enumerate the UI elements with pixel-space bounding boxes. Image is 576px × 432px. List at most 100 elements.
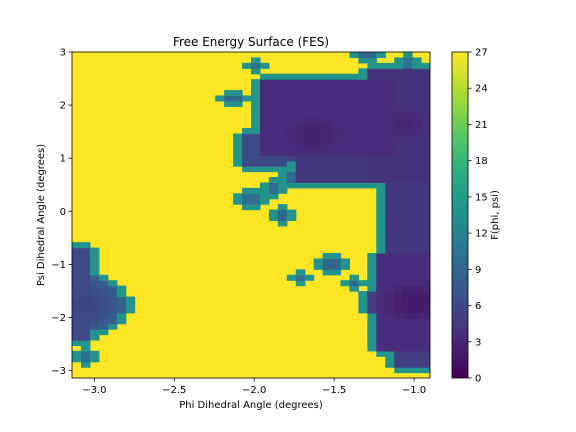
heatmap-cell: [394, 318, 404, 325]
heatmap-cell: [304, 111, 315, 118]
heatmap-cell: [89, 312, 100, 319]
heatmap-cell: [80, 296, 91, 303]
heatmap-cell: [313, 144, 324, 151]
heatmap-cell: [224, 95, 234, 102]
colorbar: 0 3 6 9 12 15 18 21 24 27 F(phi, psi): [451, 48, 501, 385]
heatmap-cell: [394, 128, 404, 135]
heatmap-cell: [394, 209, 404, 216]
heatmap-cell: [394, 215, 404, 222]
heatmap-cell: [268, 128, 279, 135]
heatmap-cell: [304, 160, 315, 167]
heatmap-cell: [349, 155, 359, 162]
heatmap-cell: [259, 198, 270, 205]
heatmap-cell: [376, 166, 386, 173]
heatmap-cell: [358, 166, 368, 173]
heatmap-cell: [421, 253, 430, 260]
heatmap-cell: [421, 361, 430, 368]
heatmap-cell: [358, 160, 368, 167]
heatmap-cell: [259, 62, 270, 69]
heatmap-cell: [421, 171, 430, 178]
heatmap-cell: [421, 367, 430, 374]
heatmap-cell: [403, 334, 413, 341]
heatmap-cell: [367, 144, 377, 151]
heatmap-cell: [107, 291, 118, 298]
heatmap-cell: [394, 155, 404, 162]
heatmap-cell: [421, 160, 430, 167]
heatmap-cell: [349, 171, 359, 178]
x-tick-label: −3.0: [82, 385, 106, 396]
heatmap-cell: [412, 345, 422, 352]
heatmap-cell: [242, 155, 252, 162]
heatmap-cell: [295, 274, 306, 281]
heatmap-cell: [421, 301, 430, 308]
heatmap-cell: [286, 138, 297, 145]
heatmap-cell: [385, 133, 395, 140]
y-tick-label: −2: [51, 313, 66, 324]
heatmap-cell: [403, 68, 413, 75]
heatmap-cell: [421, 122, 430, 129]
heatmap-cell: [259, 73, 270, 80]
heatmap-cell: [358, 84, 368, 91]
heatmap-cell: [385, 215, 395, 222]
heatmap-cell: [412, 95, 422, 102]
heatmap-cell: [421, 285, 430, 292]
heatmap-cell: [412, 160, 422, 167]
x-tick-label: −2.5: [162, 385, 186, 396]
heatmap-cell: [421, 247, 430, 254]
heatmap-cell: [295, 84, 306, 91]
heatmap-cell: [403, 209, 413, 216]
heatmap-cell: [116, 285, 127, 292]
colorbar-tick-label: 6: [475, 301, 481, 312]
heatmap-cell: [394, 111, 404, 118]
heatmap-cell: [242, 95, 252, 102]
heatmap-cell: [421, 231, 430, 238]
heatmap-cell: [367, 269, 377, 276]
heatmap-cell: [277, 171, 288, 178]
heatmap-cell: [340, 122, 351, 129]
heatmap-cell: [376, 296, 386, 303]
heatmap-cell: [385, 263, 395, 270]
heatmap-cell: [421, 117, 430, 124]
heatmap-cell: [304, 176, 315, 183]
heatmap-cell: [340, 133, 351, 140]
heatmap-cell: [376, 111, 386, 118]
heatmap-cell: [367, 263, 377, 270]
heatmap-cell: [322, 100, 333, 107]
heatmap-cell: [286, 166, 297, 173]
heatmap-cell: [403, 100, 413, 107]
heatmap-cell: [394, 269, 404, 276]
heatmap-cell: [376, 84, 386, 91]
heatmap-cell: [358, 133, 368, 140]
heatmap-cell: [313, 155, 324, 162]
heatmap-cell: [421, 312, 430, 319]
heatmap-cell: [72, 339, 82, 346]
heatmap-cell: [322, 73, 333, 80]
heatmap-cell: [286, 95, 297, 102]
heatmap-cell: [242, 204, 252, 211]
heatmap-cell: [277, 128, 288, 135]
heatmap-cell: [349, 117, 359, 124]
heatmap-cell: [313, 149, 324, 156]
heatmap-cell: [394, 301, 404, 308]
heatmap-cell: [251, 57, 261, 64]
heatmap-cell: [89, 356, 100, 363]
heatmap-cell: [80, 285, 91, 292]
heatmap-cell: [224, 90, 234, 97]
heatmap-cell: [259, 106, 270, 113]
heatmap-cell: [295, 133, 306, 140]
heatmap-cell: [412, 334, 422, 341]
heatmap-cell: [331, 155, 342, 162]
heatmap-cell: [304, 274, 315, 281]
heatmap-cell: [385, 209, 395, 216]
heatmap-cell: [403, 225, 413, 232]
heatmap-cell: [242, 187, 252, 194]
heatmap-cell: [277, 111, 288, 118]
heatmap-cell: [376, 307, 386, 314]
colorbar-tick-label: 0: [475, 374, 481, 385]
heatmap-cell: [313, 84, 324, 91]
heatmap-cell: [295, 117, 306, 124]
heatmap-cell: [331, 138, 342, 145]
heatmap-cell: [295, 280, 306, 287]
heatmap-cell: [385, 312, 395, 319]
heatmap-cell: [376, 263, 386, 270]
